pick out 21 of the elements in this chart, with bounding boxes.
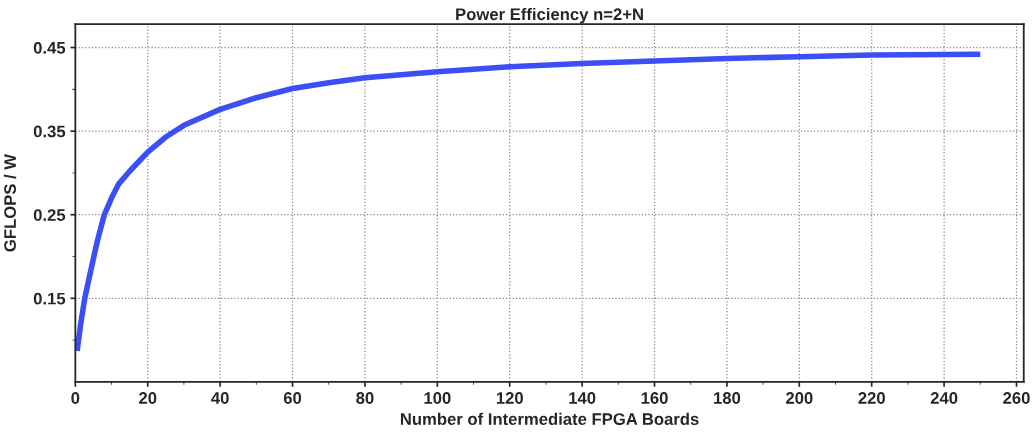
x-tick-label: 220 [858,392,885,404]
y-axis-title: GFLOPS / W [3,153,17,252]
y-tick-label: 0.35 [33,125,66,138]
x-tick-label: 260 [1003,392,1030,404]
x-tick-label: 20 [139,392,157,404]
x-tick-label: 80 [356,392,374,404]
x-tick-label: 160 [641,392,668,404]
x-tick-label: 120 [496,392,523,404]
y-tick-label: 0.25 [33,209,66,221]
x-tick-label: 140 [569,392,596,404]
x-tick-label: 240 [930,392,958,404]
y-tick-label: 0.45 [33,41,66,54]
y-tick-label: 0.15 [33,292,66,305]
x-tick-label: 200 [785,392,813,404]
x-tick-label: 60 [283,392,302,404]
chart-title: Power Efficiency n=2+N [456,7,643,24]
x-tick-label: 40 [211,392,229,404]
x-tick-label: 100 [424,392,451,404]
x-tick-label: 180 [714,392,741,404]
x-axis-title: Number of Intermediate FPGA Boards [400,412,699,425]
x-tick-label: 0 [71,392,80,404]
